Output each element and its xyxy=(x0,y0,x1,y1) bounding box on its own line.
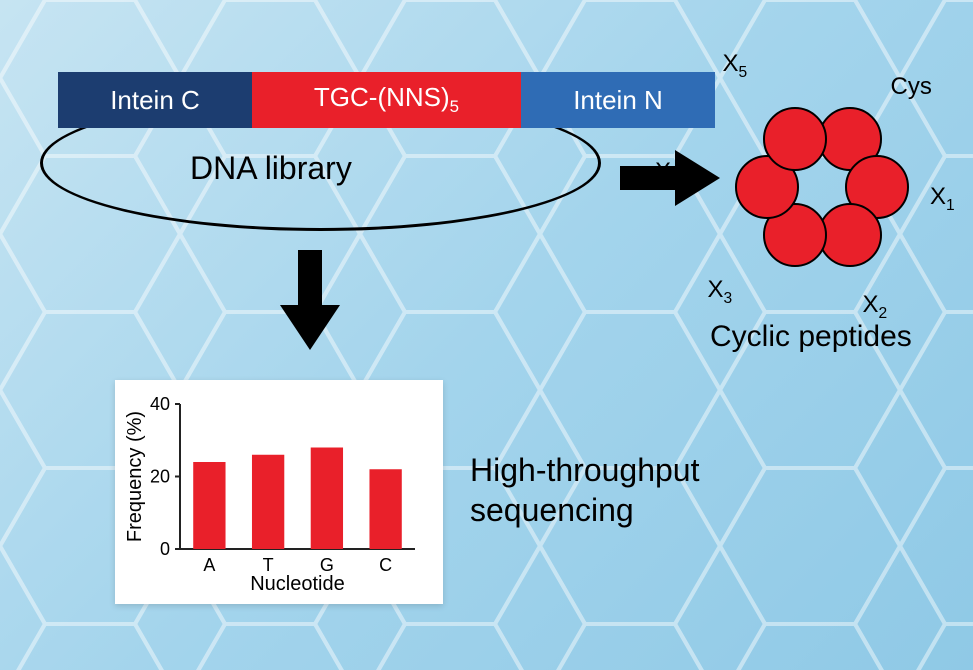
svg-text:20: 20 xyxy=(150,467,170,487)
frequency-chart: 02040ATGCNucleotideFrequency (%) xyxy=(125,394,425,594)
svg-text:C: C xyxy=(379,555,392,575)
peptide-residue xyxy=(818,203,882,267)
svg-text:G: G xyxy=(320,555,334,575)
hts-label: High-throughput sequencing xyxy=(470,450,699,530)
peptide-residue xyxy=(763,107,827,171)
svg-text:T: T xyxy=(263,555,274,575)
frequency-chart-card: 02040ATGCNucleotideFrequency (%) xyxy=(115,380,443,604)
svg-text:0: 0 xyxy=(160,539,170,559)
peptide-residue-label: X5 xyxy=(723,50,748,82)
canvas: Intein C TGC-(NNS)5 Intein N DNA library… xyxy=(0,0,973,670)
svg-text:Nucleotide: Nucleotide xyxy=(250,573,345,594)
peptide-residue-label: X4 xyxy=(655,158,680,190)
peptide-residue-label: X1 xyxy=(930,183,955,215)
svg-text:A: A xyxy=(203,555,215,575)
peptide-residue-label: Cys xyxy=(891,73,932,101)
cyclic-peptides-label: Cyclic peptides xyxy=(710,320,912,354)
svg-text:Frequency (%): Frequency (%) xyxy=(125,411,146,542)
peptide-residue-label: X2 xyxy=(863,291,888,323)
peptide-residue-label: X3 xyxy=(708,276,733,308)
